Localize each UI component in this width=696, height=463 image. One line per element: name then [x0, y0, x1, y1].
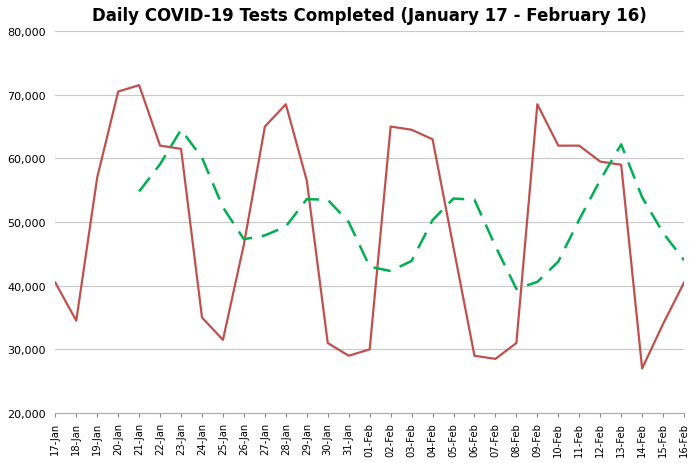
- Title: Daily COVID-19 Tests Completed (January 17 - February 16): Daily COVID-19 Tests Completed (January …: [93, 7, 647, 25]
